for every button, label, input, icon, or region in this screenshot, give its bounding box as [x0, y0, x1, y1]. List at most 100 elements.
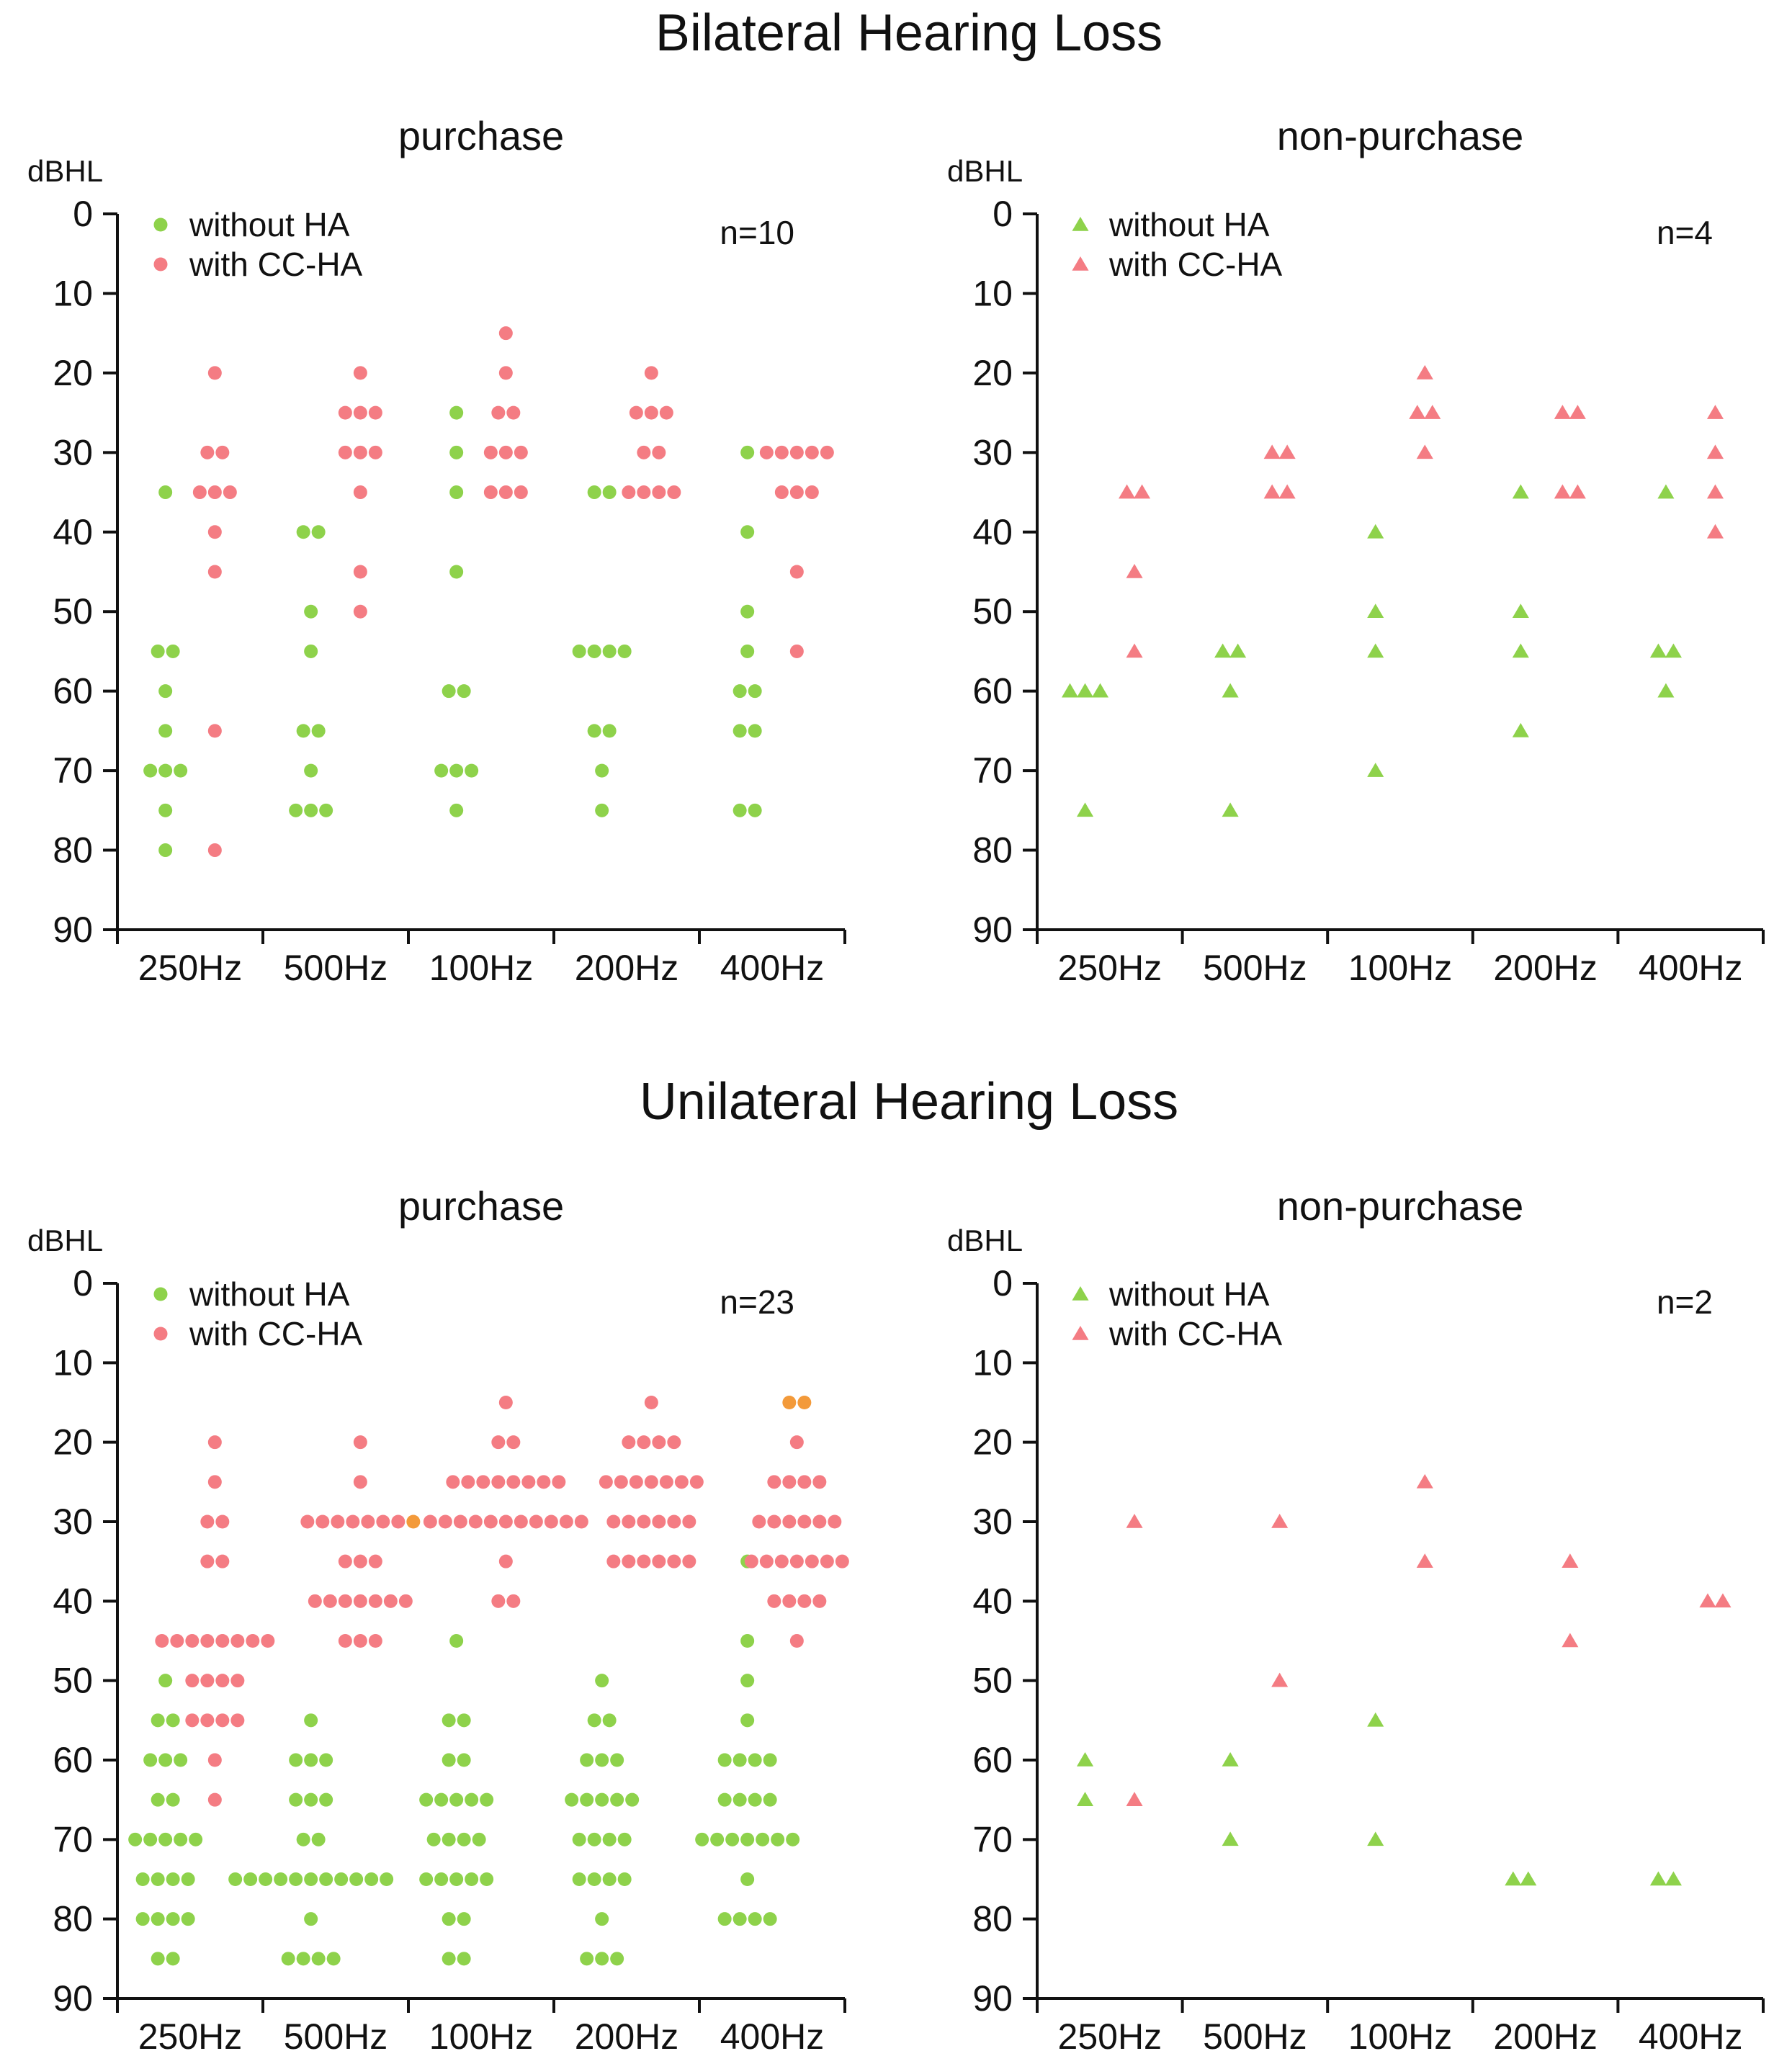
marker-without-ha: [457, 1952, 471, 1966]
marker-with-cc-ha: [599, 1475, 613, 1489]
marker-without-ha: [748, 1792, 762, 1807]
marker-with-cc-ha: [338, 405, 352, 420]
marker-with-cc-ha: [506, 405, 521, 420]
marker-without-ha: [480, 1792, 494, 1807]
marker-with-cc-ha: [498, 366, 513, 380]
marker-with-cc-ha: [368, 405, 382, 420]
marker-with-cc-ha: [207, 525, 222, 539]
marker-without-ha: [228, 1872, 243, 1886]
marker-with-cc-ha: [759, 445, 774, 459]
marker-with-cc-ha: [552, 1475, 566, 1489]
marker-with-cc-ha: [331, 1514, 345, 1529]
marker-without-ha: [587, 724, 601, 738]
y-tick-label: 60: [972, 1740, 1013, 1780]
y-tick-label: 90: [53, 910, 93, 950]
marker-with-cc-ha: [1699, 1593, 1716, 1608]
marker-without-ha: [143, 1832, 158, 1846]
marker-with-cc-ha: [261, 1634, 275, 1648]
marker-with-cc-ha: [1569, 405, 1586, 419]
y-tick-label: 80: [972, 1899, 1013, 1939]
marker-with-cc-ha: [652, 1435, 666, 1450]
marker-without-ha: [717, 1792, 732, 1807]
marker-with-cc-ha: [797, 1594, 812, 1608]
marker-with-cc-ha: [498, 1396, 513, 1409]
marker-without-ha: [1512, 603, 1529, 619]
marker-with-cc-ha: [207, 366, 222, 380]
marker-with-cc-ha: [498, 445, 513, 459]
marker-with-cc-ha: [483, 1514, 498, 1529]
x-tick-label: 200Hz: [575, 2016, 679, 2057]
marker-with-cc-ha: [368, 1554, 382, 1568]
legend-label: without HA: [189, 1275, 350, 1313]
marker-with-cc-ha: [652, 1514, 666, 1529]
marker-with-cc-ha: [438, 1514, 452, 1529]
marker-without-ha: [319, 1753, 333, 1767]
marker-with-cc-ha: [353, 445, 367, 459]
y-tick-label: 50: [972, 591, 1013, 632]
marker-with-cc-ha: [368, 1634, 382, 1648]
marker-with-cc-ha: [353, 366, 367, 380]
marker-with-cc-ha: [774, 445, 789, 459]
y-tick-label: 10: [53, 273, 93, 313]
marker-without-ha: [304, 644, 318, 658]
marker-without-ha: [1520, 1871, 1537, 1886]
legend-marker: [153, 1287, 168, 1301]
marker-without-ha: [380, 1872, 394, 1886]
marker-without-ha: [158, 1674, 173, 1688]
y-tick-label: 0: [993, 194, 1013, 234]
marker-without-ha: [304, 1753, 318, 1767]
marker-with-cc-ha: [338, 1594, 352, 1608]
marker-with-cc-ha: [170, 1634, 184, 1648]
marker-without-ha: [587, 485, 601, 500]
marker-without-ha: [158, 1832, 173, 1846]
marker-without-ha: [289, 803, 303, 817]
marker-with-cc-ha: [498, 326, 513, 341]
marker-without-ha: [740, 1713, 755, 1728]
marker-with-cc-ha: [629, 405, 643, 420]
panel-bilateral-non-purchase: non-purchase dBHL 0 10 20 30 40 50 60 70 80 90 250Hz…: [947, 113, 1765, 988]
marker-with-cc-ha: [1416, 444, 1433, 459]
marker-without-ha: [740, 525, 755, 539]
marker-highlight: [797, 1396, 812, 1409]
x-tick-label: 100Hz: [1348, 948, 1453, 988]
marker-without-ha: [1665, 643, 1682, 658]
marker-with-cc-ha: [674, 1475, 689, 1489]
marker-without-ha: [449, 763, 464, 778]
marker-with-cc-ha: [1706, 484, 1724, 499]
marker-with-cc-ha: [782, 1594, 797, 1608]
marker-with-cc-ha: [368, 1594, 382, 1608]
marker-with-cc-ha: [207, 565, 222, 579]
marker-with-cc-ha: [200, 445, 215, 459]
x-tick-label: 100Hz: [1348, 2016, 1453, 2057]
y-tick-label: 80: [53, 1899, 93, 1939]
marker-with-cc-ha: [544, 1514, 558, 1529]
marker-without-ha: [243, 1872, 258, 1886]
marker-with-cc-ha: [383, 1594, 398, 1608]
marker-without-ha: [602, 1832, 617, 1846]
x-tick-label: 500Hz: [284, 948, 388, 988]
marker-without-ha: [449, 565, 464, 579]
marker-without-ha: [572, 1832, 586, 1846]
y-tick-label: 30: [53, 1502, 93, 1542]
marker-without-ha: [602, 485, 617, 500]
marker-with-cc-ha: [491, 405, 506, 420]
marker-without-ha: [1061, 683, 1079, 698]
marker-without-ha: [1512, 722, 1529, 737]
marker-without-ha: [595, 1674, 609, 1688]
marker-highlight: [782, 1396, 797, 1409]
marker-with-cc-ha: [652, 485, 666, 500]
marker-with-cc-ha: [667, 1435, 681, 1450]
marker-without-ha: [587, 1832, 601, 1846]
marker-without-ha: [733, 803, 747, 817]
y-tick-label: 70: [972, 1819, 1013, 1859]
marker-without-ha: [1649, 1871, 1667, 1886]
y-tick-label: 60: [53, 671, 93, 712]
marker-without-ha: [304, 1872, 318, 1886]
marker-without-ha: [457, 1912, 471, 1926]
marker-with-cc-ha: [223, 485, 237, 500]
marker-with-cc-ha: [606, 1514, 621, 1529]
marker-with-cc-ha: [338, 1634, 352, 1648]
x-tick-label: 500Hz: [1203, 948, 1307, 988]
marker-with-cc-ha: [1409, 405, 1426, 419]
y-tick-label: 0: [73, 1263, 93, 1303]
